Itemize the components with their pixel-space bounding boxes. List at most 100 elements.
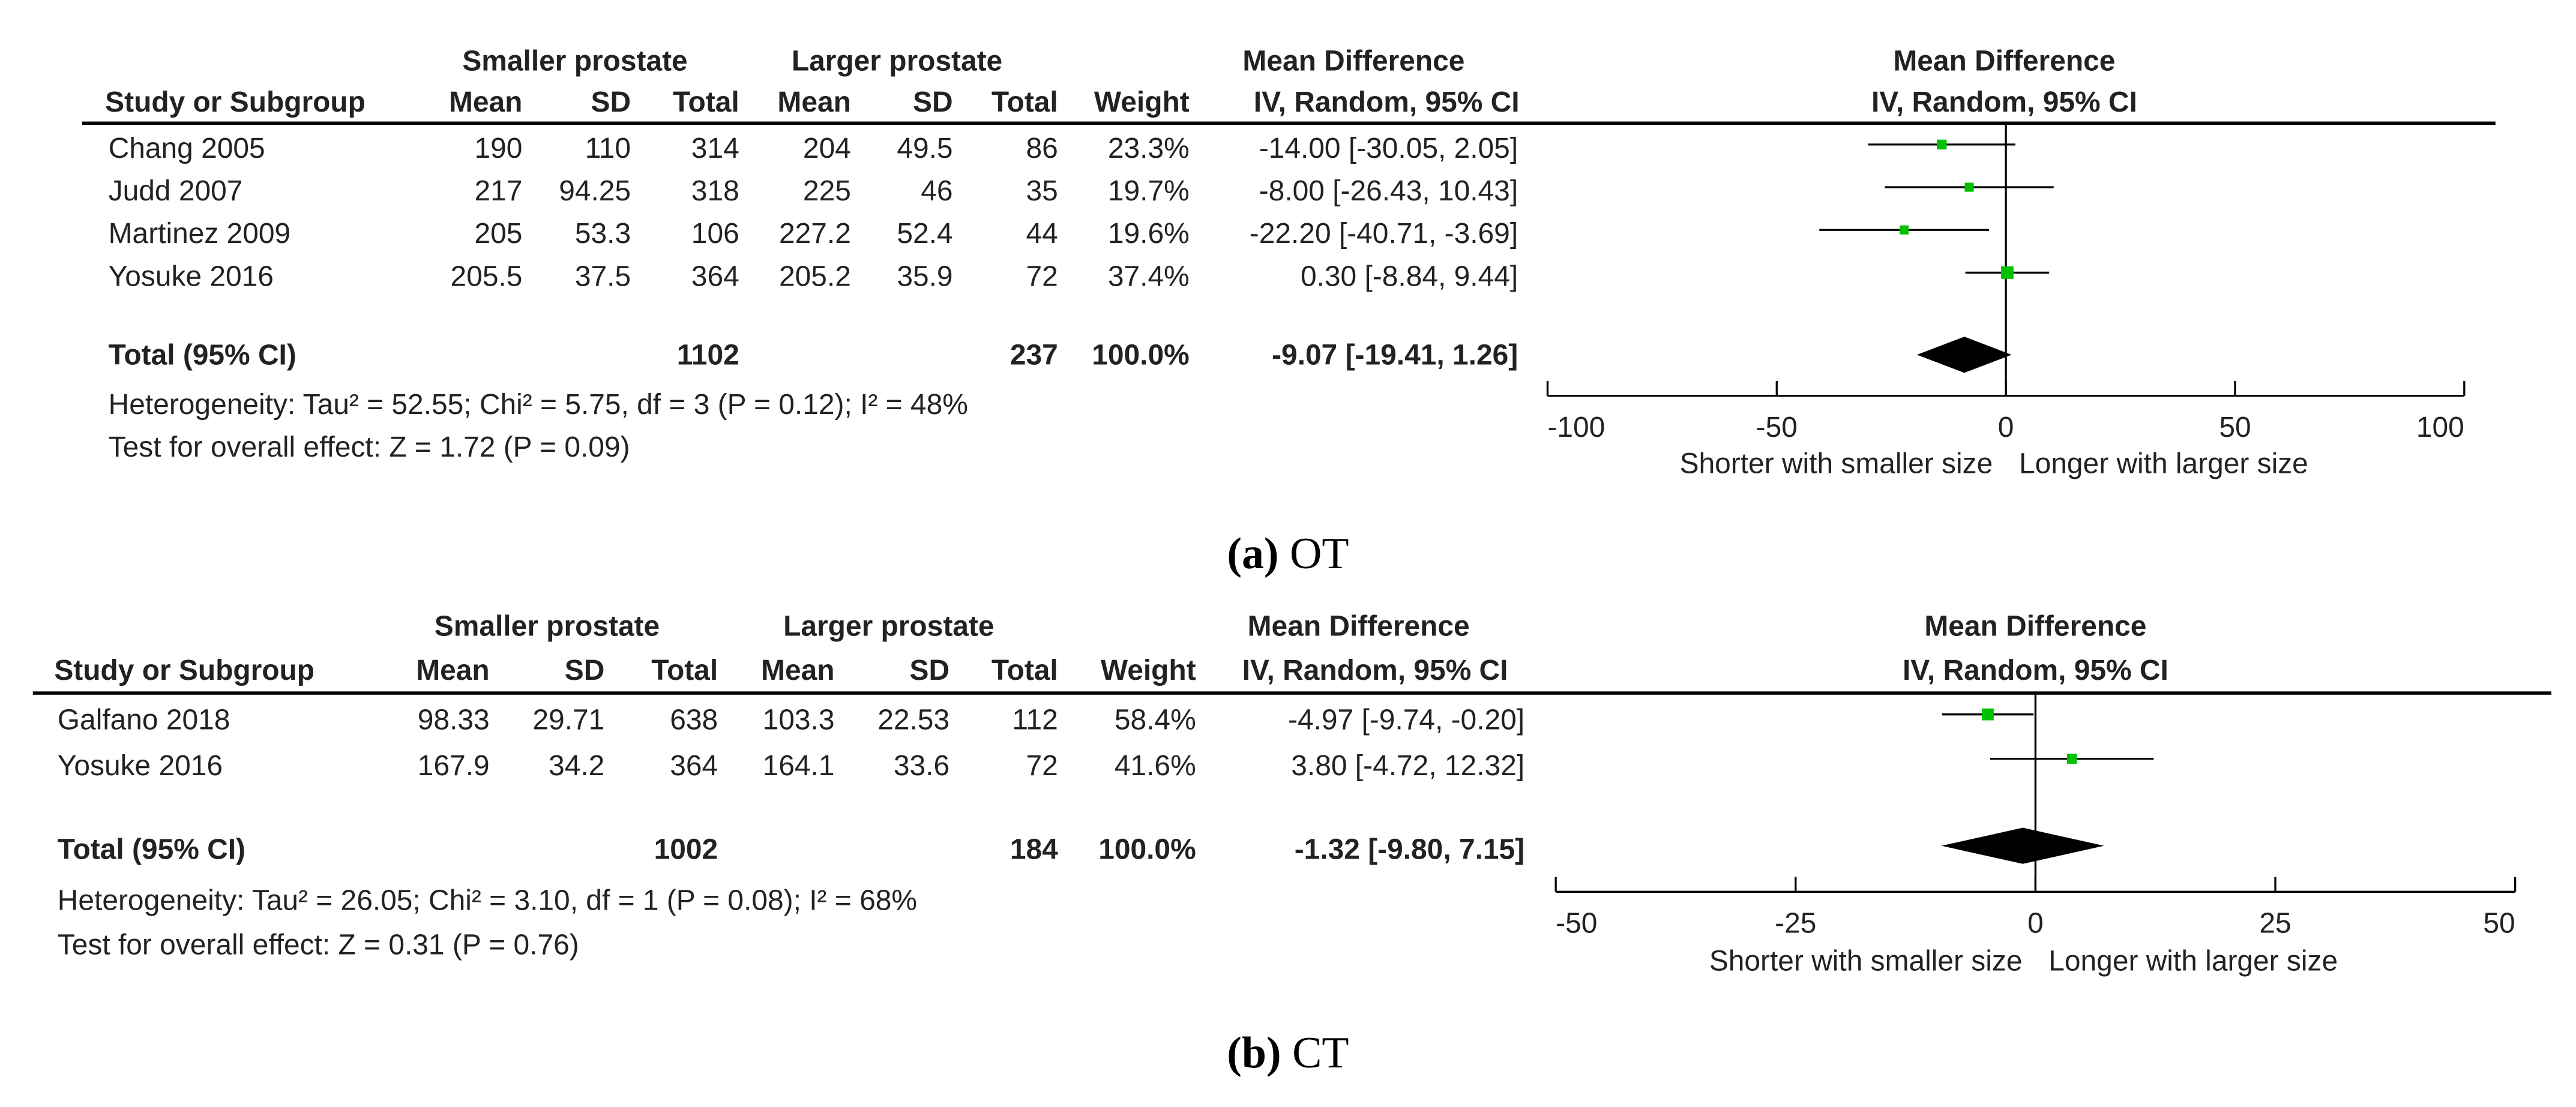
study-n2: 72 xyxy=(1026,749,1058,782)
study-n2: 86 xyxy=(1026,131,1058,164)
x-tick-label: 0 xyxy=(1998,412,2014,443)
total-ci: -1.32 [-9.80, 7.15] xyxy=(1294,832,1525,866)
study-n1: 364 xyxy=(691,259,739,293)
pooled-diamond xyxy=(1916,337,2012,373)
study-sd2: 35.9 xyxy=(897,259,953,293)
total-label: Total (95% CI) xyxy=(108,338,296,371)
study-mean1: 205.5 xyxy=(450,259,523,293)
col-header-study: Study or Subgroup xyxy=(54,653,315,687)
effect-title-plot: Mean Difference xyxy=(1893,44,2116,77)
total-weight: 100.0% xyxy=(1092,338,1190,371)
study-mean2: 164.1 xyxy=(762,749,835,782)
study-sd1: 53.3 xyxy=(574,217,631,250)
col-header-sd1: SD xyxy=(564,653,605,687)
col-header-mean2: Mean xyxy=(761,653,835,687)
x-tick-label: 50 xyxy=(2483,908,2515,940)
x-tick-label: 0 xyxy=(2027,908,2044,940)
col-header-total1: Total xyxy=(672,85,739,119)
study-marker xyxy=(2001,266,2014,279)
study-mean1: 205 xyxy=(474,217,523,250)
total-n1: 1102 xyxy=(676,338,739,371)
heterogeneity-text: Heterogeneity: Tau² = 26.05; Chi² = 3.10… xyxy=(57,883,917,917)
col-header-weight: Weight xyxy=(1094,85,1190,119)
caption-b: (b) CT xyxy=(0,1028,2576,1079)
group2-header: Larger prostate xyxy=(783,609,995,643)
caption-letter: (b) xyxy=(1227,1028,1281,1078)
study-name: Galfano 2018 xyxy=(57,703,230,736)
study-marker xyxy=(1964,182,1974,192)
x-tick-label: 100 xyxy=(2416,412,2464,443)
effect-title-left: Mean Difference xyxy=(1247,609,1470,643)
col-header-sd2: SD xyxy=(909,653,950,687)
study-sd1: 34.2 xyxy=(549,749,605,782)
effect-title-left: Mean Difference xyxy=(1242,44,1465,77)
study-name: Chang 2005 xyxy=(108,131,265,164)
study-sd1: 110 xyxy=(585,131,631,164)
total-label: Total (95% CI) xyxy=(57,832,245,866)
x-tick-label: -50 xyxy=(1756,412,1798,443)
study-sd1: 94.25 xyxy=(559,174,631,207)
study-ci: 3.80 [-4.72, 12.32] xyxy=(1291,749,1525,782)
col-header-total2: Total xyxy=(991,85,1058,119)
study-weight: 19.6% xyxy=(1107,217,1190,250)
study-marker xyxy=(1937,139,1947,150)
study-mean2: 204 xyxy=(802,131,851,164)
study-sd1: 29.71 xyxy=(532,703,605,736)
heterogeneity-text: Heterogeneity: Tau² = 52.55; Chi² = 5.75… xyxy=(108,387,968,421)
col-header-total1: Total xyxy=(651,653,718,687)
study-ci: -8.00 [-26.43, 10.43] xyxy=(1259,174,1518,207)
forest-plot-ct: Smaller prostate Larger prostate Mean Di… xyxy=(0,565,2576,1107)
caption-a: (a) OT xyxy=(0,529,2576,580)
study-n1: 314 xyxy=(691,131,739,164)
study-name: Judd 2007 xyxy=(108,174,243,207)
study-sd2: 33.6 xyxy=(893,749,950,782)
study-n2: 72 xyxy=(1026,259,1058,293)
total-n1: 1002 xyxy=(654,832,718,866)
overall-effect-text: Test for overall effect: Z = 1.72 (P = 0… xyxy=(108,430,630,463)
x-tick-label: 25 xyxy=(2259,908,2291,940)
study-mean1: 217 xyxy=(474,174,523,207)
study-weight: 37.4% xyxy=(1107,259,1190,293)
favours-left-label: Shorter with smaller size xyxy=(1680,448,1993,479)
x-tick-label: -25 xyxy=(1775,908,1816,940)
caption-letter: (a) xyxy=(1227,529,1279,578)
header-rule xyxy=(32,691,2551,694)
study-n2: 112 xyxy=(1012,703,1058,736)
forest-plot-ot: Smaller prostate Larger prostate Mean Di… xyxy=(0,0,2576,542)
favours-right-label: Longer with larger size xyxy=(2019,448,2308,479)
header-rule xyxy=(82,121,2496,124)
study-weight: 23.3% xyxy=(1107,131,1190,164)
study-n1: 364 xyxy=(670,749,718,782)
group1-header: Smaller prostate xyxy=(434,609,660,643)
study-weight: 58.4% xyxy=(1114,703,1196,736)
col-header-ci: IV, Random, 95% CI xyxy=(1253,85,1520,119)
study-ci: -14.00 [-30.05, 2.05] xyxy=(1259,131,1518,164)
x-tick-label: -50 xyxy=(1556,908,1597,940)
total-ci: -9.07 [-19.41, 1.26] xyxy=(1272,338,1518,371)
col-header-mean1: Mean xyxy=(416,653,490,687)
study-sd2: 46 xyxy=(921,174,953,207)
total-n2: 184 xyxy=(1010,832,1058,866)
effect-subtitle-plot: IV, Random, 95% CI xyxy=(1871,85,2137,119)
study-ci: 0.30 [-8.84, 9.44] xyxy=(1300,259,1518,293)
forest-plot-area: -50 -25 0 25 50 Shorter with smaller size Long… xyxy=(1554,691,2517,977)
forest-plot-area: -100 -50 0 50 100 Shorter with smaller size Lo… xyxy=(1546,121,2466,479)
x-tick-label: 50 xyxy=(2219,412,2251,443)
study-n1: 106 xyxy=(691,217,739,250)
study-mean2: 225 xyxy=(802,174,851,207)
study-n2: 35 xyxy=(1026,174,1058,207)
study-mean2: 227.2 xyxy=(778,217,851,250)
total-n2: 237 xyxy=(1010,338,1058,371)
study-weight: 19.7% xyxy=(1107,174,1190,207)
col-header-ci: IV, Random, 95% CI xyxy=(1242,653,1508,687)
group2-header: Larger prostate xyxy=(791,44,1003,77)
study-name: Yosuke 2016 xyxy=(108,259,274,293)
study-marker xyxy=(2066,754,2077,764)
col-header-mean1: Mean xyxy=(448,85,523,119)
study-sd2: 22.53 xyxy=(877,703,950,736)
effect-title-plot: Mean Difference xyxy=(1924,609,2147,643)
study-mean1: 98.33 xyxy=(417,703,490,736)
study-ci: -4.97 [-9.74, -0.20] xyxy=(1288,703,1525,736)
study-name: Martinez 2009 xyxy=(108,217,291,250)
overall-effect-text: Test for overall effect: Z = 0.31 (P = 0… xyxy=(57,928,579,961)
